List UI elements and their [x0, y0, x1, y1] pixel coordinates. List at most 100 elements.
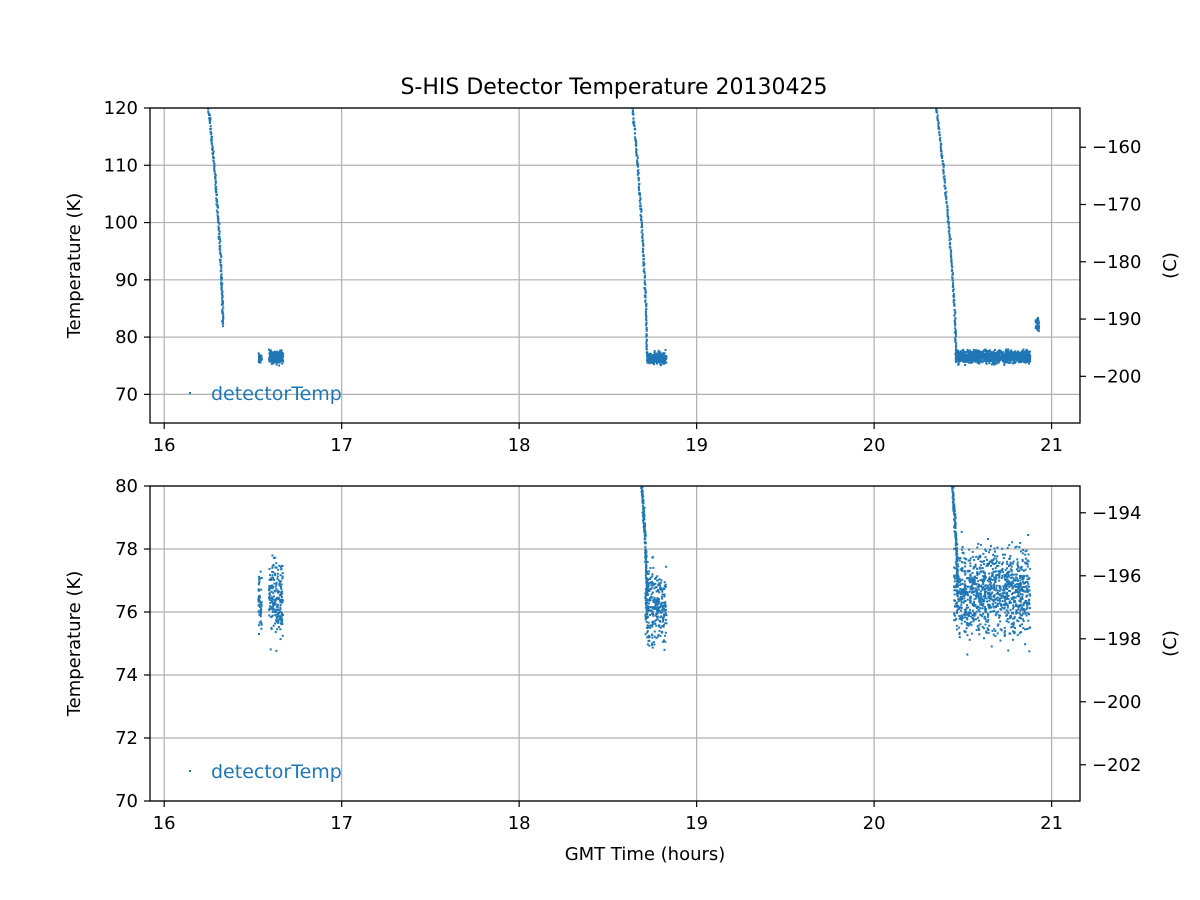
data-point	[260, 622, 263, 625]
data-point	[274, 350, 277, 353]
data-point	[642, 499, 645, 502]
data-point	[952, 477, 954, 479]
data-point	[964, 620, 967, 623]
data-point	[271, 566, 274, 569]
data-point	[635, 149, 638, 152]
data-point	[949, 237, 952, 240]
data-point	[963, 356, 966, 359]
data-point	[1008, 353, 1011, 356]
data-point	[960, 618, 963, 621]
data-point	[1014, 360, 1017, 363]
data-point	[638, 183, 641, 186]
data-point	[258, 582, 261, 585]
data-point	[1006, 617, 1009, 620]
data-point	[942, 168, 945, 171]
data-point	[940, 148, 943, 151]
data-point	[1004, 598, 1007, 601]
data-point	[645, 305, 648, 308]
data-point	[969, 565, 972, 568]
y-tick-label: 90	[115, 270, 138, 291]
data-point	[270, 590, 273, 593]
data-point	[975, 577, 978, 580]
data-point	[655, 590, 658, 593]
data-point	[275, 360, 278, 363]
data-point	[1014, 361, 1017, 364]
data-point	[1009, 564, 1012, 567]
data-point	[977, 558, 980, 561]
data-point	[972, 590, 975, 593]
data-point	[967, 358, 970, 361]
data-point	[1019, 593, 1022, 596]
data-point	[1022, 549, 1025, 552]
data-point	[953, 304, 956, 307]
data-point	[1022, 590, 1025, 593]
data-point	[948, 235, 951, 238]
data-point	[1008, 585, 1011, 588]
data-point	[644, 602, 647, 605]
data-point	[645, 335, 648, 338]
data-point	[653, 360, 656, 363]
data-point	[999, 350, 1002, 353]
data-point	[273, 358, 276, 361]
data-point	[940, 142, 943, 145]
data-point	[272, 362, 275, 365]
data-point	[986, 586, 989, 589]
y2-tick-label: −196	[1092, 566, 1141, 587]
data-point	[655, 636, 658, 639]
data-point	[664, 601, 667, 604]
data-point	[646, 583, 649, 586]
data-point	[645, 549, 648, 552]
x-tick-label: 20	[863, 435, 886, 456]
data-point	[653, 630, 656, 633]
data-point	[1028, 362, 1031, 365]
data-point	[967, 353, 970, 356]
data-point	[278, 359, 281, 362]
data-point	[1007, 580, 1010, 583]
data-point	[1016, 359, 1019, 362]
data-point	[964, 612, 967, 615]
chart-title: S-HIS Detector Temperature 20130425	[400, 75, 827, 100]
data-point	[952, 292, 955, 295]
data-point	[648, 570, 651, 573]
data-point	[966, 621, 969, 624]
data-point	[971, 590, 974, 593]
y-tick-label: 80	[115, 327, 138, 348]
data-point	[972, 613, 975, 616]
data-point	[1016, 634, 1019, 637]
data-point	[987, 588, 990, 591]
data-point	[654, 577, 657, 580]
data-point	[1005, 348, 1008, 351]
data-point	[971, 617, 974, 620]
data-point	[951, 265, 954, 268]
data-point	[1017, 350, 1020, 353]
data-point	[989, 581, 992, 584]
data-point	[1037, 326, 1040, 329]
data-point	[660, 595, 663, 598]
data-point	[210, 142, 213, 145]
data-point	[1006, 567, 1009, 570]
data-point	[653, 357, 656, 360]
data-point	[988, 596, 991, 599]
data-point	[213, 166, 216, 169]
data-point	[280, 596, 283, 599]
data-point	[259, 615, 262, 618]
data-point	[969, 557, 972, 560]
data-point	[956, 611, 959, 614]
data-point	[257, 600, 260, 603]
data-point	[961, 615, 964, 618]
data-point	[974, 356, 977, 359]
data-point	[647, 626, 650, 629]
data-point	[644, 558, 647, 561]
data-point	[644, 291, 647, 294]
data-point	[217, 228, 220, 231]
data-point	[959, 568, 962, 571]
data-point	[991, 574, 994, 577]
data-point	[953, 580, 956, 583]
data-point	[977, 354, 980, 357]
data-point	[645, 316, 648, 319]
data-point	[960, 358, 963, 361]
data-point	[989, 610, 992, 613]
data-point	[1003, 607, 1006, 610]
data-point	[979, 355, 982, 358]
data-point	[974, 589, 977, 592]
